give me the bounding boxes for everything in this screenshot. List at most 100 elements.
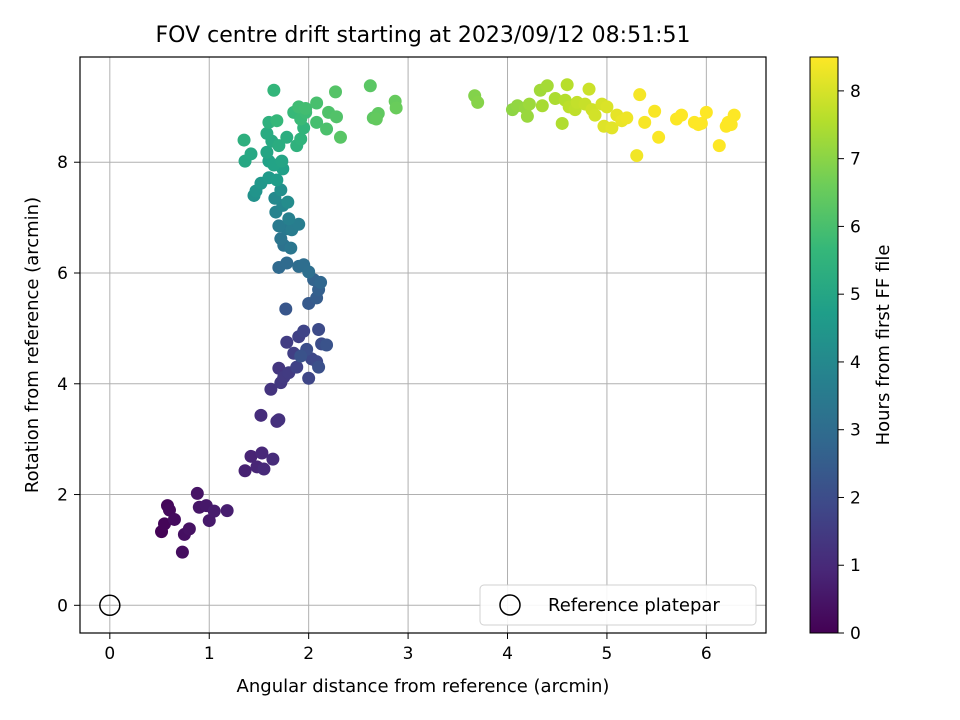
- data-point: [652, 130, 666, 144]
- plot-frame: [79, 56, 767, 634]
- x-tick-label: 6: [701, 644, 712, 664]
- data-point: [630, 149, 644, 163]
- data-point: [175, 545, 189, 559]
- y-tick-label: 8: [57, 153, 68, 173]
- x-tick-label: 5: [602, 644, 613, 664]
- data-point: [310, 96, 324, 110]
- data-point: [182, 522, 196, 536]
- x-axis-label: Angular distance from reference (arcmin): [237, 676, 610, 697]
- colorbar-tick-label: 6: [850, 217, 861, 237]
- data-point: [620, 111, 634, 125]
- data-point: [699, 105, 713, 119]
- data-points: [155, 78, 741, 559]
- data-point: [244, 147, 258, 161]
- x-tick-label: 3: [403, 644, 414, 664]
- data-point: [471, 95, 485, 109]
- data-point: [270, 173, 284, 187]
- data-point: [237, 133, 251, 147]
- data-point: [280, 256, 294, 270]
- colorbar-tick-label: 3: [850, 421, 861, 441]
- data-point: [648, 104, 662, 118]
- data-point: [310, 115, 324, 129]
- data-point: [314, 275, 328, 289]
- data-point: [267, 83, 281, 97]
- data-point: [282, 212, 296, 226]
- data-point: [330, 110, 344, 124]
- colorbar-tick-label: 0: [850, 624, 861, 644]
- data-point: [605, 121, 619, 135]
- data-point: [272, 139, 286, 153]
- data-point: [363, 79, 377, 93]
- data-point: [257, 462, 271, 476]
- x-tick-label: 1: [204, 644, 215, 664]
- y-tick-label: 2: [57, 486, 68, 506]
- colorbar: 0 1 2 3 4 5 6 7 8 Hours from first FF file: [809, 56, 894, 644]
- data-point: [290, 360, 304, 374]
- data-point: [264, 382, 278, 396]
- data-point: [297, 324, 311, 338]
- colorbar-label: Hours from first FF file: [873, 245, 894, 446]
- x-tick-label: 4: [502, 644, 513, 664]
- colorbar-tick-label: 5: [850, 285, 861, 305]
- data-point: [260, 145, 274, 159]
- data-point: [600, 100, 614, 114]
- data-point: [274, 183, 288, 197]
- y-tick-label: 4: [57, 375, 68, 395]
- y-tick-label: 0: [57, 596, 68, 616]
- data-point: [275, 154, 289, 168]
- data-point: [190, 486, 204, 500]
- data-point: [369, 112, 383, 126]
- legend-label-reference: Reference platepar: [548, 595, 720, 616]
- colorbar-tick-label: 2: [850, 488, 861, 508]
- x-tick-label: 0: [104, 644, 115, 664]
- chart-title: FOV centre drift starting at 2023/09/12 …: [156, 23, 691, 48]
- data-point: [302, 265, 316, 279]
- data-point: [279, 302, 293, 316]
- data-point: [333, 130, 347, 144]
- data-point: [302, 371, 316, 385]
- data-point: [280, 335, 294, 349]
- colorbar-ticks: 0 1 2 3 4 5 6 7 8: [838, 82, 861, 644]
- data-point: [294, 349, 308, 363]
- data-point: [548, 92, 562, 106]
- y-axis-label: Rotation from reference (arcmin): [22, 197, 43, 493]
- colorbar-tick-label: 8: [850, 82, 861, 102]
- data-point: [272, 219, 286, 233]
- data-point: [588, 108, 602, 122]
- data-point: [522, 97, 536, 111]
- data-point: [294, 132, 308, 146]
- data-point: [535, 99, 549, 113]
- data-point: [292, 217, 306, 231]
- data-point: [281, 195, 295, 209]
- data-point: [312, 360, 326, 374]
- data-point: [555, 116, 569, 130]
- reference-marker-group: [99, 594, 121, 617]
- data-point: [727, 108, 741, 122]
- data-point: [270, 114, 284, 128]
- data-point: [312, 322, 326, 336]
- legend-reference-marker: [499, 594, 521, 616]
- data-point: [520, 109, 534, 123]
- data-point: [207, 504, 221, 518]
- colorbar-tick-label: 7: [850, 150, 861, 170]
- y-axis-ticks: 0 2 4 6 8: [57, 153, 80, 616]
- data-point: [540, 79, 554, 93]
- reference-platepar-marker: [99, 594, 121, 617]
- y-tick-label: 6: [57, 264, 68, 284]
- colorbar-tick-label: 1: [850, 556, 861, 576]
- data-point: [329, 85, 343, 99]
- data-point: [244, 449, 258, 463]
- legend-box: [479, 584, 757, 626]
- data-point: [582, 82, 596, 96]
- data-point: [320, 338, 334, 352]
- data-point: [238, 464, 252, 478]
- data-point: [167, 512, 181, 526]
- data-point: [712, 139, 726, 153]
- data-point: [254, 408, 268, 422]
- data-point: [220, 504, 234, 518]
- x-tick-label: 2: [303, 644, 314, 664]
- data-point: [299, 102, 313, 116]
- colorbar-tick-label: 4: [850, 353, 861, 373]
- legend: Reference platepar: [479, 584, 757, 626]
